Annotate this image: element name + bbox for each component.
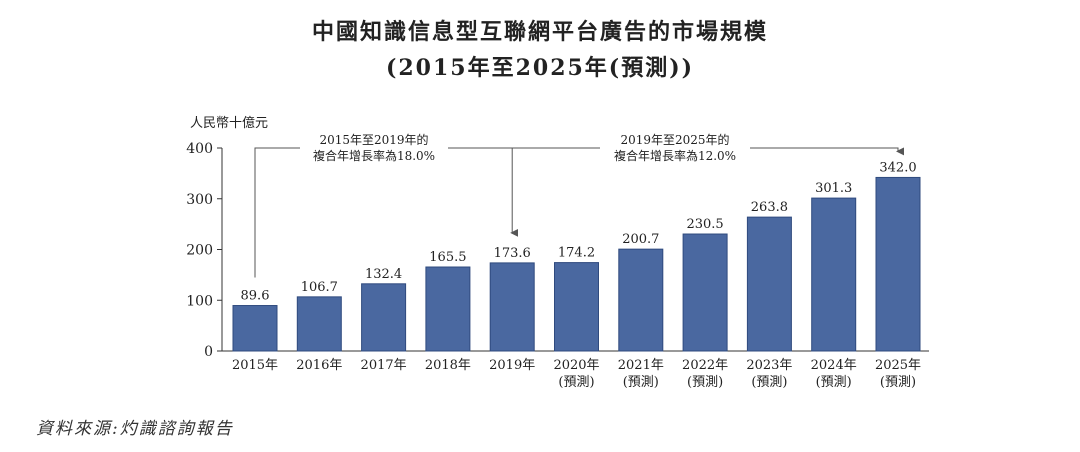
- bar-value-label: 230.5: [686, 217, 723, 232]
- cagr-annotation-2-line2: 複合年增長率為12.0%: [614, 148, 736, 163]
- x-tick-label: 2022年: [682, 358, 728, 373]
- x-tick-note: (預測): [816, 375, 852, 390]
- x-tick-label: 2023年: [746, 358, 792, 373]
- cagr-annotation-1-line2: 複合年增長率為18.0%: [313, 148, 435, 163]
- y-tick-label: 200: [186, 243, 213, 259]
- bar: [425, 266, 471, 352]
- bar: [682, 233, 728, 352]
- bar-value-label: 132.4: [365, 267, 402, 282]
- x-tick-note: (預測): [751, 375, 787, 390]
- bar: [746, 216, 792, 352]
- y-tick-label: 0: [204, 344, 213, 360]
- y-tick-label: 100: [186, 293, 213, 309]
- bar: [489, 262, 535, 352]
- bar-value-label: 301.3: [815, 181, 852, 196]
- bar-value-label: 89.6: [241, 289, 270, 304]
- y-tick-label: 300: [186, 192, 213, 208]
- bar: [361, 283, 407, 352]
- source-note: 資料來源:灼識諮詢報告: [36, 419, 234, 439]
- x-tick-note: (預測): [558, 375, 594, 390]
- bar-value-label: 174.2: [558, 246, 595, 261]
- bar-value-label: 173.6: [494, 246, 531, 261]
- cagr-bracket-left: [254, 147, 300, 278]
- cagr-arrow-1: [448, 147, 519, 237]
- x-tick-label: 2020年: [553, 358, 599, 373]
- cagr-annotation-2-line1: 2019年至2025年的: [620, 132, 729, 147]
- x-tick-label: 2018年: [425, 358, 471, 373]
- bar: [232, 305, 278, 352]
- x-tick-label: 2015年: [232, 358, 278, 373]
- cagr-annotation-1-line1: 2015年至2019年的: [319, 132, 428, 147]
- bar: [875, 176, 921, 352]
- x-tick-label: 2019年: [489, 358, 535, 373]
- y-tick-label: 400: [186, 141, 213, 157]
- bar-value-label: 106.7: [301, 280, 338, 295]
- x-tick-label: 2017年: [361, 358, 407, 373]
- bar-value-label: 342.0: [879, 160, 916, 175]
- chart-title: 中國知識信息型互聯網平台廣告的市場規模: [311, 19, 768, 45]
- bar-value-label: 200.7: [622, 232, 659, 247]
- x-tick-note: (預測): [623, 375, 659, 390]
- bar-value-label: 165.5: [429, 250, 466, 265]
- x-tick-label: 2024年: [811, 358, 857, 373]
- bar: [811, 197, 857, 352]
- y-unit-label: 人民幣十億元: [190, 115, 268, 131]
- x-tick-note: (預測): [687, 375, 723, 390]
- bar-value-label: 263.8: [751, 200, 788, 215]
- chart-subtitle: (2015年至2025年(預測)): [385, 55, 695, 81]
- cagr-arrow-2: [750, 147, 904, 156]
- x-tick-label: 2016年: [296, 358, 342, 373]
- x-tick-label: 2021年: [618, 358, 664, 373]
- x-tick-note: (預測): [880, 375, 916, 390]
- bar: [296, 296, 342, 352]
- bar: [618, 248, 664, 352]
- bar: [554, 262, 599, 352]
- x-tick-label: 2025年: [875, 358, 921, 373]
